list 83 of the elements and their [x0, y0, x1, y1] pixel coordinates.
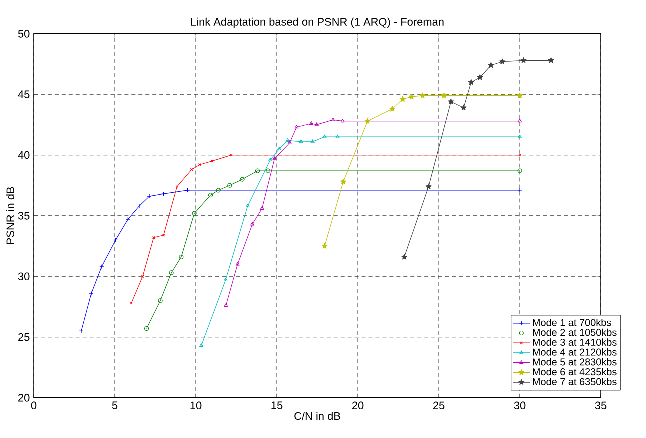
y-tick-label: 35	[18, 212, 30, 220]
point	[294, 125, 299, 129]
point	[299, 140, 304, 144]
point	[477, 74, 484, 80]
point	[250, 222, 255, 226]
point	[488, 62, 494, 68]
legend-label: Mode 5 at 2830kbs	[533, 358, 617, 366]
x-tick-label: 0	[31, 402, 37, 410]
point	[402, 254, 408, 260]
point	[210, 160, 214, 163]
point	[224, 278, 228, 282]
y-tick-label: 40	[18, 151, 30, 160]
point	[314, 122, 319, 126]
y-axis-title: PSNR in dB	[6, 187, 14, 244]
point	[441, 92, 448, 98]
point	[169, 270, 174, 276]
point	[322, 243, 328, 249]
point	[260, 206, 264, 210]
point	[288, 140, 292, 144]
y-tick-label: 30	[18, 272, 30, 280]
point	[277, 146, 282, 151]
x-tick-label: 25	[433, 402, 445, 410]
y-tick-label: 50	[18, 30, 30, 38]
chart-title: Link Adaptation based on PSNR (1 ARQ) - Foreman	[191, 18, 444, 28]
point	[236, 262, 240, 266]
point	[208, 193, 214, 198]
legend-label: Mode 4 at 2120kbs	[533, 348, 617, 356]
x-tick-label: 20	[352, 402, 364, 410]
point	[408, 94, 415, 100]
legend-label: Mode 2 at 1050kbs	[533, 328, 617, 336]
point	[364, 118, 371, 124]
point	[152, 236, 156, 240]
point	[185, 188, 190, 193]
point	[322, 134, 327, 138]
point	[198, 164, 202, 166]
x-tick-label: 10	[190, 402, 202, 410]
legend-label: Mode 6 at 4235kbs	[533, 368, 617, 376]
y-tick-label: 20	[18, 394, 30, 402]
x-axis-title: C/N in dB	[294, 412, 340, 420]
point	[286, 138, 290, 142]
point	[548, 58, 554, 64]
point	[246, 204, 250, 208]
point	[216, 188, 221, 193]
point	[390, 106, 396, 112]
point	[272, 156, 277, 160]
point	[340, 119, 345, 123]
point	[230, 154, 233, 157]
point	[158, 298, 163, 304]
point	[240, 177, 245, 182]
x-tick-label: 30	[514, 402, 526, 410]
point	[310, 140, 315, 144]
point	[468, 79, 474, 86]
point	[176, 185, 179, 188]
point	[400, 96, 406, 102]
point	[336, 134, 340, 138]
point	[162, 234, 166, 237]
point	[228, 183, 232, 188]
point	[460, 104, 467, 111]
point	[426, 184, 432, 190]
point	[89, 291, 94, 296]
point	[268, 158, 273, 162]
y-tick-label: 25	[18, 333, 30, 342]
point	[266, 168, 271, 174]
point	[179, 254, 184, 260]
legend-label: Mode 7 at 6350kbs	[533, 378, 617, 386]
x-tick-label: 35	[595, 402, 607, 410]
point	[331, 118, 336, 122]
point	[448, 98, 454, 104]
legend-label: Mode 1 at 700kbs	[533, 318, 612, 326]
point	[310, 121, 314, 126]
x-tick-label: 15	[272, 402, 283, 410]
point	[137, 204, 142, 209]
point	[520, 58, 527, 64]
point	[255, 168, 260, 174]
point	[192, 211, 197, 216]
legend-label: Mode 3 at 1410kbs	[533, 338, 617, 346]
point	[420, 92, 426, 98]
point	[340, 178, 346, 185]
point	[500, 58, 506, 64]
y-tick-label: 45	[18, 90, 30, 98]
x-tick-label: 5	[112, 402, 118, 410]
point	[517, 92, 523, 98]
point	[147, 194, 152, 199]
